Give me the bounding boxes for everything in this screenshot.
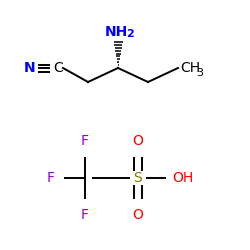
Text: S: S xyxy=(134,171,142,185)
Text: F: F xyxy=(47,171,55,185)
Text: C: C xyxy=(53,61,63,75)
Text: NH: NH xyxy=(104,25,128,39)
Text: CH: CH xyxy=(180,61,200,75)
Text: O: O xyxy=(132,134,143,148)
Text: O: O xyxy=(132,208,143,222)
Text: OH: OH xyxy=(172,171,193,185)
Text: 3: 3 xyxy=(196,68,203,78)
Text: N: N xyxy=(24,61,36,75)
Text: F: F xyxy=(81,208,89,222)
Text: F: F xyxy=(81,134,89,148)
Text: 2: 2 xyxy=(126,29,134,39)
